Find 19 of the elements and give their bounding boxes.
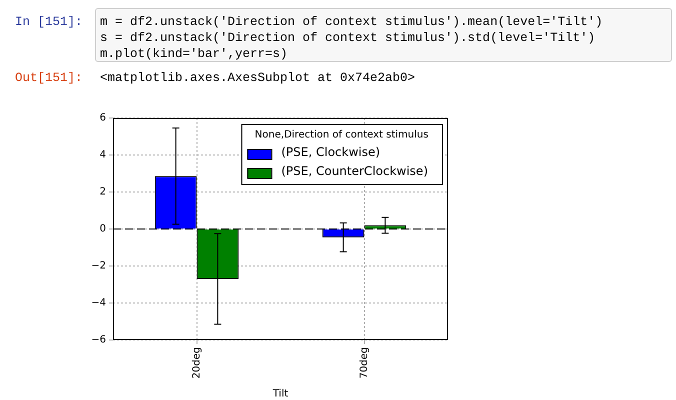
text: m = df2.unstack('Direction of context stimulus').mean(level='Tilt') <box>100 14 603 30</box>
x-tick-label: 70deg <box>358 347 370 379</box>
y-tick-label: 2 <box>100 186 106 198</box>
y-tick-label: −4 <box>91 298 106 309</box>
y-tick-label: 6 <box>100 112 106 124</box>
text: m.plot(kind='bar',yerr=s) <box>100 46 288 62</box>
legend-label: (PSE, CounterClockwise) <box>281 164 428 178</box>
y-tick-label: 4 <box>100 150 106 161</box>
x-tick-label: 20deg <box>191 347 202 379</box>
legend-label: (PSE, Clockwise) <box>281 145 380 160</box>
y-tick-label: −6 <box>91 334 106 346</box>
text: s = df2.unstack('Direction of context stimulus').std(level='Tilt') <box>100 30 596 46</box>
text: <matplotlib.axes.AxesSubplot at 0x74e2ab0> <box>100 70 416 86</box>
text: In [151]: <box>15 14 83 30</box>
y-tick-label: −2 <box>91 260 106 272</box>
text: Out[151]: <box>15 70 83 86</box>
legend-title: None,Direction of context stimulus <box>254 130 428 141</box>
y-tick-label: 0 <box>100 224 106 235</box>
x-axis-title: Tilt <box>272 388 288 400</box>
